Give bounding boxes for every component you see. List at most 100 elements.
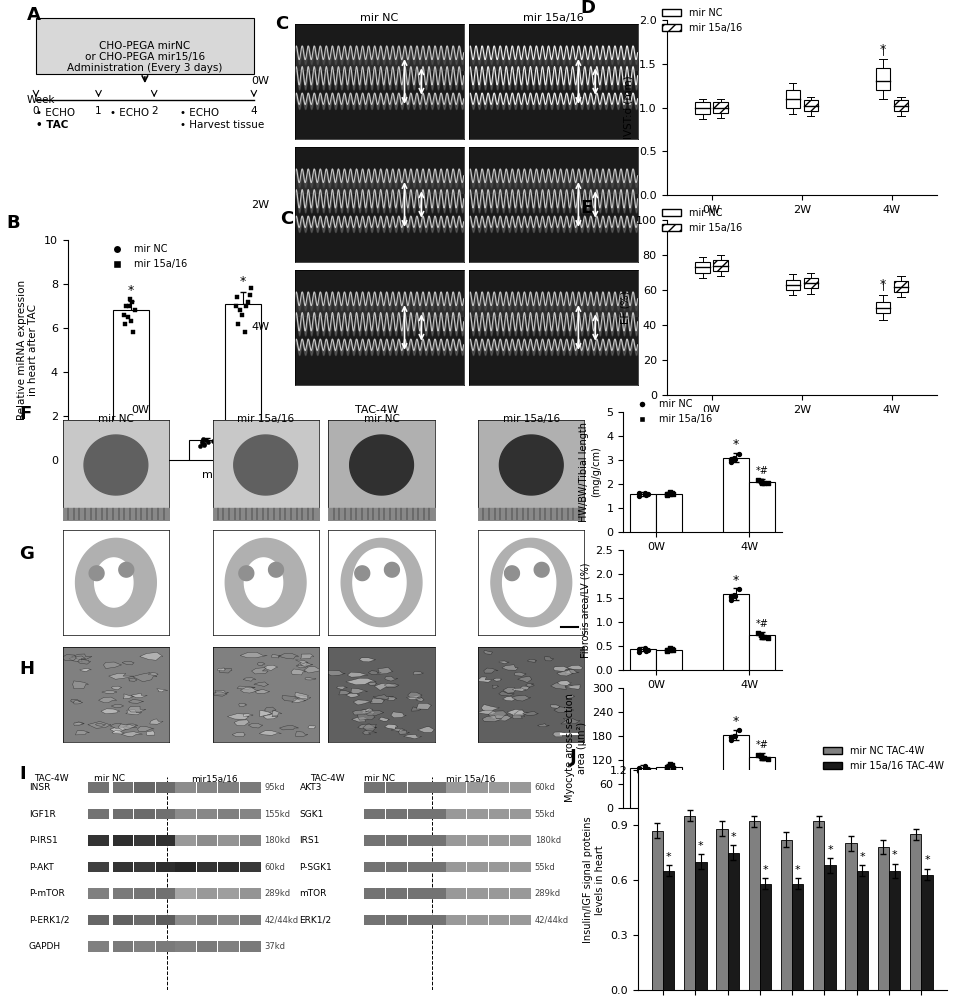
Text: *: * [733, 574, 739, 587]
Polygon shape [488, 711, 508, 719]
Text: *: * [892, 850, 897, 860]
Y-axis label: EF (%): EF (%) [620, 291, 630, 324]
Polygon shape [72, 681, 89, 689]
Polygon shape [364, 710, 384, 716]
Bar [89, 809, 109, 819]
Polygon shape [128, 706, 146, 712]
Point [639, 762, 654, 778]
Bar [89, 862, 109, 872]
Bar [408, 915, 428, 925]
Bar [225, 304, 261, 460]
Polygon shape [339, 691, 351, 695]
Polygon shape [124, 694, 133, 699]
Point [664, 757, 679, 773]
Text: I: I [19, 765, 26, 783]
Text: 289kd: 289kd [265, 889, 291, 898]
Point [760, 475, 776, 491]
Text: 1: 1 [96, 106, 101, 116]
Bar [428, 835, 449, 846]
Bar [468, 835, 488, 846]
Bar [113, 835, 133, 846]
Point [242, 287, 258, 303]
Polygon shape [99, 697, 117, 703]
Polygon shape [368, 682, 377, 685]
Bar [156, 782, 177, 793]
Polygon shape [243, 714, 253, 717]
Polygon shape [248, 723, 263, 728]
Polygon shape [341, 538, 422, 627]
Point [82, 432, 98, 448]
Bar [468, 915, 488, 925]
Polygon shape [75, 731, 90, 735]
Point [229, 298, 244, 314]
Text: mir NC: mir NC [98, 414, 134, 424]
Bar [663, 871, 674, 990]
Polygon shape [227, 714, 249, 719]
Polygon shape [279, 653, 298, 659]
Bar [175, 888, 195, 899]
Polygon shape [103, 662, 122, 669]
Bar [714, 102, 727, 113]
Bar [156, 941, 177, 952]
Bar [910, 834, 922, 990]
Polygon shape [384, 683, 399, 687]
Text: • TAC: • TAC [36, 120, 69, 130]
Point [724, 729, 739, 745]
Bar [240, 835, 261, 846]
Polygon shape [373, 695, 393, 699]
Point [239, 298, 254, 314]
Point [123, 291, 138, 307]
Polygon shape [350, 435, 413, 495]
Polygon shape [292, 698, 305, 703]
Bar [652, 830, 663, 990]
Polygon shape [507, 709, 527, 716]
Polygon shape [88, 722, 111, 728]
Bar [89, 782, 109, 793]
Polygon shape [265, 665, 278, 670]
Polygon shape [308, 726, 316, 729]
Legend: mir NC, mir 15a/16: mir NC, mir 15a/16 [628, 395, 716, 428]
Polygon shape [126, 724, 138, 727]
Polygon shape [80, 668, 92, 671]
Point [724, 729, 739, 745]
Polygon shape [484, 668, 498, 673]
Bar [240, 809, 261, 819]
Bar [489, 809, 509, 819]
Point [631, 644, 646, 660]
Bar [878, 847, 889, 990]
Text: 289kd: 289kd [535, 889, 561, 898]
Polygon shape [484, 650, 493, 654]
Bar [240, 941, 261, 952]
Bar [240, 915, 261, 925]
Bar [510, 835, 531, 846]
Point [119, 298, 134, 314]
Polygon shape [84, 435, 148, 495]
Text: • ECHO: • ECHO [110, 108, 150, 118]
Text: mir 15a/16: mir 15a/16 [237, 414, 295, 424]
Polygon shape [513, 714, 525, 719]
Polygon shape [565, 670, 580, 674]
Bar [445, 835, 466, 846]
Bar [197, 915, 217, 925]
Text: *: * [698, 841, 703, 851]
Point [639, 487, 654, 503]
Point [124, 313, 139, 329]
Point [192, 438, 208, 454]
Bar [89, 915, 109, 925]
Point [91, 431, 106, 447]
Bar [134, 941, 155, 952]
Text: ERK1/2: ERK1/2 [299, 916, 331, 925]
Polygon shape [260, 710, 272, 717]
Text: G: G [19, 545, 34, 563]
Bar [156, 835, 177, 846]
Text: 95kd: 95kd [265, 783, 285, 792]
Polygon shape [327, 670, 345, 676]
Bar [218, 782, 239, 793]
Polygon shape [567, 665, 583, 670]
Polygon shape [244, 558, 283, 607]
Text: *#: *# [755, 466, 769, 476]
Point [666, 760, 681, 776]
Polygon shape [346, 693, 360, 697]
Polygon shape [291, 669, 306, 675]
Point [660, 761, 675, 777]
